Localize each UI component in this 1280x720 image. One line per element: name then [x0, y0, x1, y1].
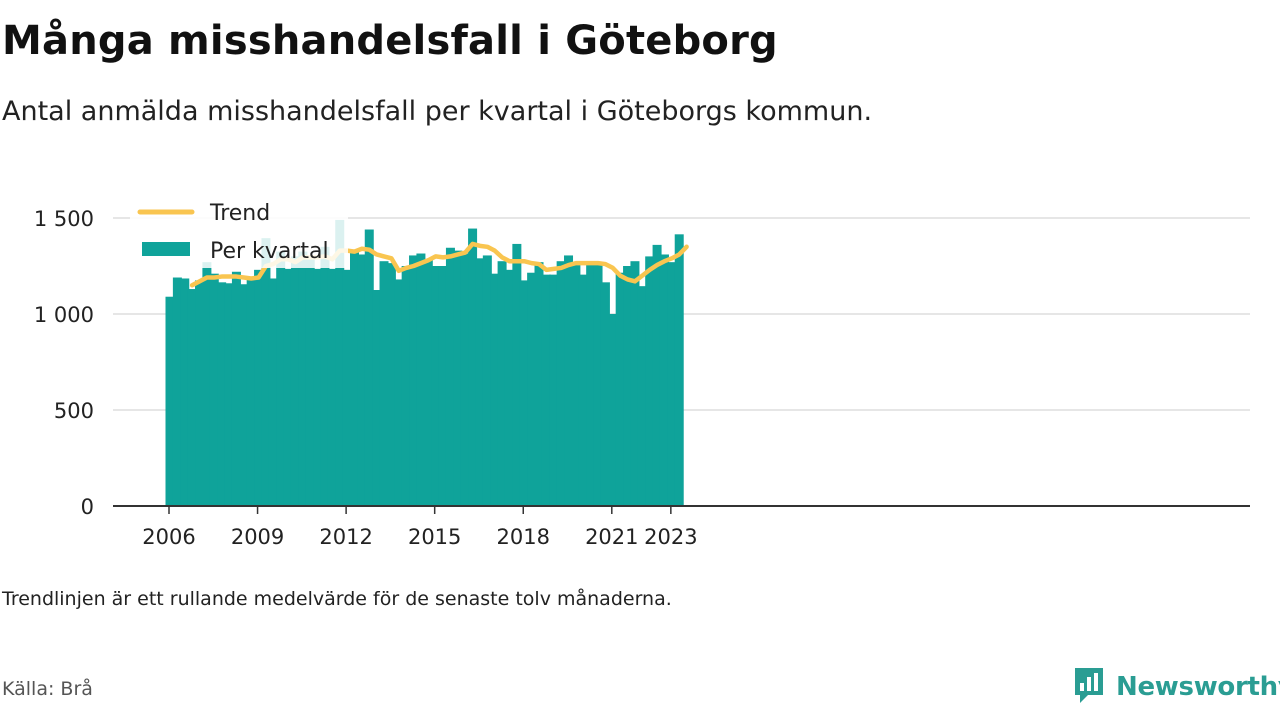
bar-chart-speech-bubble-icon — [1072, 665, 1106, 709]
footnote: Trendlinjen är ett rullande medelvärde f… — [2, 588, 672, 610]
bar — [593, 262, 603, 506]
bar — [261, 238, 271, 506]
bar — [217, 282, 227, 506]
bar — [320, 246, 330, 507]
bar — [534, 262, 544, 506]
chart-title: Många misshandelsfall i Göteborg — [2, 18, 778, 64]
bar — [268, 278, 278, 506]
bar — [549, 274, 559, 506]
bar — [290, 256, 300, 506]
source-credit: Källa: Brå — [2, 678, 93, 700]
bar — [276, 251, 286, 506]
bar — [364, 229, 374, 506]
bar — [394, 279, 404, 506]
bar — [195, 280, 205, 506]
legend-bar-swatch — [142, 242, 190, 256]
x-tick-label: 2021 — [585, 525, 638, 549]
y-tick-label: 0 — [81, 495, 94, 519]
bar — [482, 255, 492, 506]
bar — [357, 254, 367, 506]
bar — [202, 262, 212, 506]
bar-line-chart: 0 500 1 000 1 500 2006 2009 2012 2015 2018 2021 20… — [34, 198, 1250, 549]
bar — [630, 261, 640, 506]
bar — [541, 274, 551, 506]
bar — [490, 273, 500, 506]
bar — [667, 262, 677, 506]
bar — [165, 296, 175, 506]
y-tick-label: 1 500 — [34, 207, 94, 231]
bar — [283, 268, 293, 506]
axes: 0 500 1 000 1 500 2006 2009 2012 2015 2018 2021 20… — [34, 207, 1250, 549]
bar — [313, 268, 323, 506]
bar — [409, 255, 419, 506]
bar — [246, 277, 256, 506]
bar — [468, 228, 478, 506]
bar — [209, 273, 219, 506]
bar — [224, 283, 234, 506]
bar — [180, 278, 190, 506]
bar — [512, 243, 522, 507]
bar — [386, 263, 396, 506]
bar — [623, 266, 633, 506]
bar — [497, 261, 507, 506]
bar — [564, 255, 574, 506]
bar — [556, 261, 566, 506]
x-tick-label: 2018 — [497, 525, 550, 549]
brand-name: Newsworthy — [1116, 672, 1280, 702]
bar — [645, 256, 655, 506]
bar — [578, 274, 588, 506]
bar — [475, 258, 485, 506]
bars-per-kvartal — [165, 219, 684, 507]
bar — [460, 253, 470, 506]
bar — [527, 272, 537, 506]
bar — [519, 280, 529, 506]
bar — [608, 314, 618, 506]
bar — [372, 290, 382, 506]
bar — [342, 269, 352, 506]
bar — [504, 269, 514, 506]
bar — [305, 258, 315, 506]
bar — [438, 266, 448, 506]
bar — [445, 247, 455, 506]
brand-logo[interactable]: Newsworthy — [1072, 665, 1280, 709]
x-tick-label: 2012 — [319, 525, 372, 549]
x-tick-label: 2015 — [408, 525, 461, 549]
bar — [423, 260, 433, 506]
x-tick-label: 2009 — [231, 525, 284, 549]
chart-subtitle: Antal anmälda misshandelsfall per kvarta… — [2, 96, 873, 127]
bar — [401, 266, 411, 506]
bar — [187, 289, 197, 506]
x-tick-label: 2023 — [644, 525, 697, 549]
bar — [231, 271, 241, 506]
bar — [335, 219, 345, 507]
bar — [350, 252, 359, 506]
bar — [637, 286, 647, 506]
legend: Trend Per kvartal — [130, 198, 348, 268]
bar — [600, 282, 610, 506]
bar — [379, 261, 389, 506]
bar — [172, 277, 182, 506]
bar — [254, 269, 264, 506]
y-tick-label: 1 000 — [34, 303, 94, 327]
bar — [615, 272, 625, 506]
x-tick-label: 2006 — [142, 525, 195, 549]
legend-bar-label: Per kvartal — [210, 239, 329, 264]
bar — [652, 244, 662, 506]
bar — [453, 250, 463, 506]
bar — [416, 253, 426, 506]
bar — [674, 234, 684, 506]
legend-trend-label: Trend — [209, 201, 270, 226]
bar — [586, 261, 596, 506]
bar — [431, 266, 441, 506]
bar — [239, 284, 249, 506]
bar — [659, 254, 669, 506]
bar — [571, 263, 581, 506]
y-tick-label: 500 — [54, 399, 94, 423]
bar — [298, 251, 308, 506]
bar — [327, 268, 337, 506]
